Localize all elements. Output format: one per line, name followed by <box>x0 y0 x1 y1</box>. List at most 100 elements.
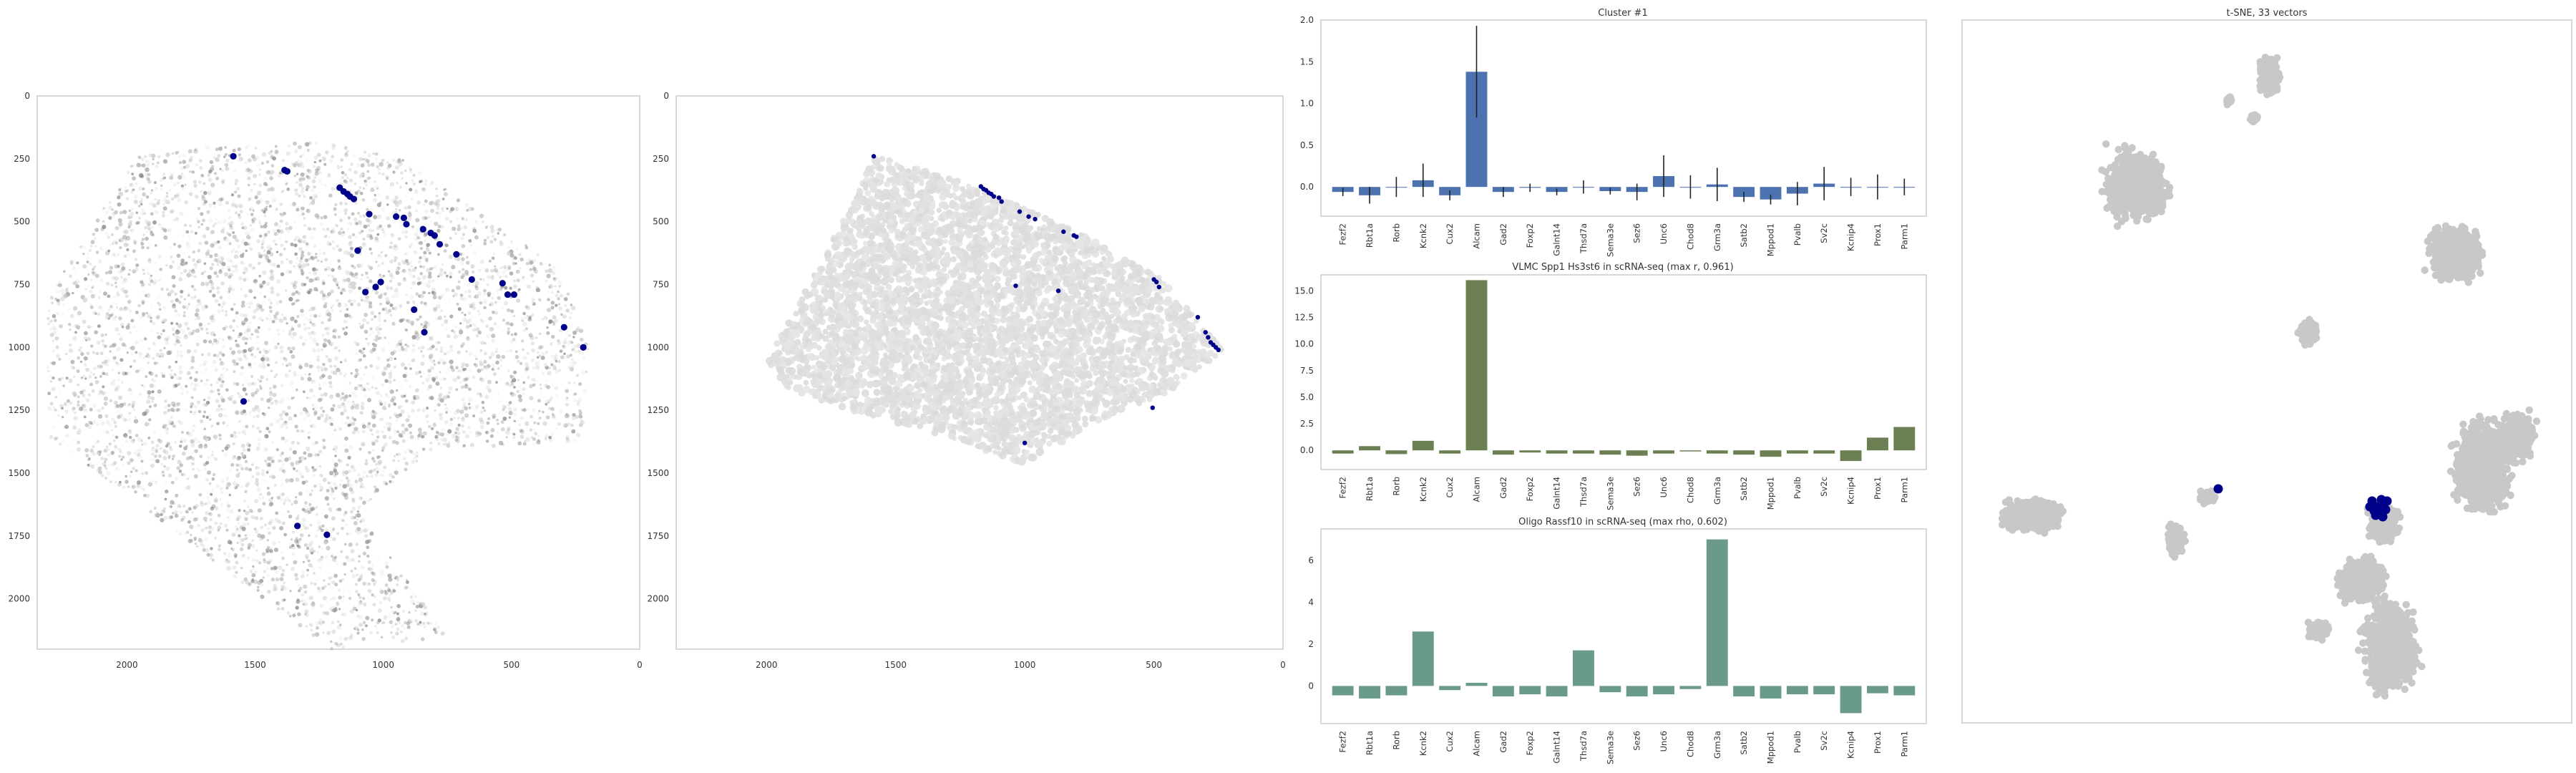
spA-bg-point <box>547 290 550 293</box>
spA-bg-point <box>237 147 241 152</box>
spA-bg-point <box>492 413 497 418</box>
spA-bg-point <box>243 150 248 154</box>
spA-bg-point <box>163 176 167 180</box>
spA-bg-point <box>330 422 333 427</box>
spA-bg-point <box>234 315 238 319</box>
spA-bg-point <box>515 248 519 251</box>
spA-bg-point <box>134 490 137 494</box>
spA-bg-point <box>257 496 262 501</box>
spA-bg-point <box>532 258 537 263</box>
spA-bg-point <box>330 647 333 651</box>
spA-bg-point <box>238 534 241 538</box>
spA-bg-point <box>72 281 75 285</box>
spA-bg-point <box>218 198 223 202</box>
spA-bg-point <box>358 602 362 606</box>
spA-bg-point <box>332 482 337 486</box>
spA-bg-point <box>551 334 555 339</box>
spA-bg-point <box>308 419 312 422</box>
spA-bg-point <box>557 290 560 293</box>
spA-bg-point <box>426 621 430 625</box>
spA-bg-point <box>576 399 581 404</box>
spA-bg-point <box>114 281 117 285</box>
spA-bg-point <box>208 279 213 283</box>
spA-bg-point <box>89 278 93 281</box>
spA-bg-point <box>193 440 198 445</box>
spA-bg-point <box>426 268 430 273</box>
spA-bg-point <box>154 278 158 283</box>
spA-bg-point <box>359 411 364 415</box>
spA-bg-point <box>351 421 356 426</box>
spA-bg-point <box>251 154 255 159</box>
spA-bg-point <box>324 555 328 559</box>
spA-bg-point <box>241 553 245 558</box>
spA-bg-point <box>353 567 357 570</box>
spA-bg-point <box>115 385 120 390</box>
spA-bg-point <box>340 555 343 558</box>
spA-bg-point <box>444 403 447 407</box>
spA-bg-point <box>384 590 387 593</box>
spA-bg-point <box>286 510 290 513</box>
spA-bg-point <box>300 210 303 213</box>
spA-bg-point <box>367 560 371 565</box>
spA-bg-point <box>192 387 197 392</box>
spA-bg-point <box>300 189 305 194</box>
spA-bg-point <box>449 364 453 367</box>
spA-bg-point <box>320 366 323 369</box>
spA-bg-point <box>333 356 338 361</box>
spA-bg-point <box>213 222 217 225</box>
spA-bg-point <box>465 350 468 353</box>
spA-bg-point <box>321 183 324 186</box>
spA-bg-point <box>203 262 207 266</box>
spA-bg-point <box>137 155 142 160</box>
spA-bg-point <box>111 233 114 237</box>
spA-bg-point <box>243 499 247 503</box>
spA-bg-point <box>104 232 109 236</box>
spA-bg-point <box>191 511 194 514</box>
spA-bg-point <box>396 617 401 622</box>
spA-bg-point <box>222 345 225 349</box>
spA-bg-point <box>262 502 266 506</box>
spA-bg-point <box>212 359 217 364</box>
spA-bg-point <box>270 164 275 167</box>
spA-bg-point <box>161 213 165 218</box>
spA-bg-point <box>394 259 396 263</box>
spA-bg-point <box>436 203 441 208</box>
spA-bg-point <box>155 187 158 190</box>
spA-bg-point <box>240 223 244 226</box>
spA-bg-point <box>46 316 50 321</box>
spA-bg-point <box>338 302 341 306</box>
spA-bg-point <box>221 380 225 384</box>
spA-bg-point <box>374 315 377 319</box>
spA-bg-point <box>83 356 88 361</box>
spA-bg-point <box>321 620 326 624</box>
spA-bg-point <box>189 376 192 379</box>
spA-bg-point <box>176 253 181 258</box>
spA-bg-point <box>141 245 145 250</box>
spA-bg-point <box>192 517 197 522</box>
spA-bg-point <box>571 306 576 311</box>
spA-bg-point <box>208 189 213 194</box>
spA-bg-point <box>326 562 330 565</box>
spA-bg-point <box>264 253 268 258</box>
spA-bg-point <box>563 297 568 301</box>
spA-bg-point <box>339 398 343 401</box>
spA-bg-point <box>479 394 483 398</box>
spA-bg-point <box>411 281 416 286</box>
spA-bg-point <box>372 198 377 203</box>
spA-bg-point <box>257 331 260 334</box>
spA-bg-point <box>390 606 393 609</box>
spA-bg-point <box>512 278 516 283</box>
spA-bg-point <box>214 499 218 504</box>
spA-bg-point <box>275 511 279 515</box>
spA-bg-point <box>264 258 268 263</box>
spA-bg-point <box>178 444 182 448</box>
spA-bg-point <box>336 508 339 511</box>
spA-bg-point <box>174 181 178 185</box>
spA-bg-point <box>366 596 370 601</box>
spA-bg-point <box>467 283 470 287</box>
spA-bg-point <box>234 182 238 185</box>
spA-bg-point <box>311 602 316 607</box>
spA-bg-point <box>482 292 487 296</box>
spA-bg-point <box>350 253 354 258</box>
spA-bg-point <box>331 143 336 148</box>
